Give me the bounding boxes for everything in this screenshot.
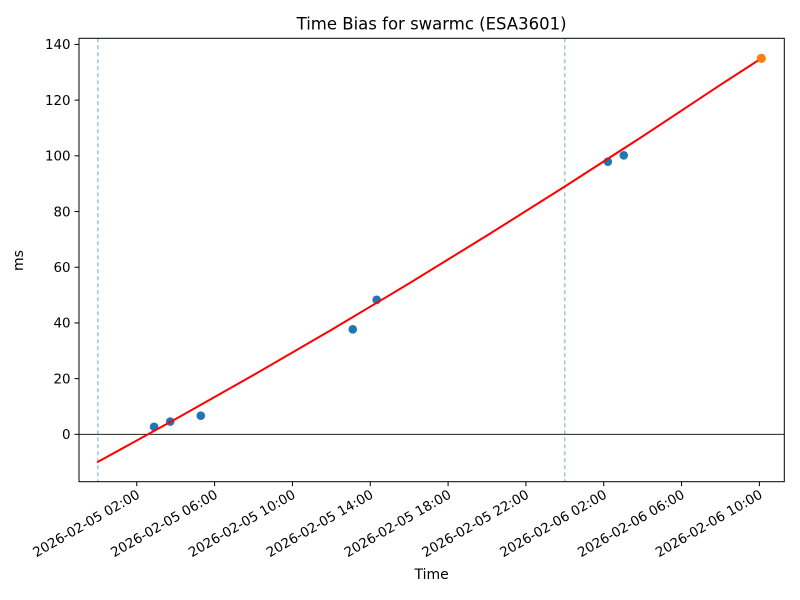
axes-border xyxy=(78,37,785,483)
x-axis-label: Time xyxy=(413,567,448,583)
y-tick-label: 140 xyxy=(45,38,71,53)
y-axis-label: ms xyxy=(11,250,27,271)
y-tick-label: 0 xyxy=(62,428,71,443)
predicted-point xyxy=(756,53,766,63)
y-tick-label: 120 xyxy=(45,94,71,109)
y-tick-label: 100 xyxy=(45,150,71,165)
observed-point xyxy=(348,325,358,334)
y-tick-label: 20 xyxy=(53,372,70,387)
chart-title: Time Bias for swarmc (ESA3601) xyxy=(296,15,567,34)
fit-line xyxy=(96,57,763,463)
observed-point xyxy=(196,411,206,420)
y-tick-label: 80 xyxy=(53,205,70,220)
y-tick-label: 40 xyxy=(53,317,70,332)
y-tick-label: 60 xyxy=(53,261,70,276)
observed-point xyxy=(619,150,629,160)
